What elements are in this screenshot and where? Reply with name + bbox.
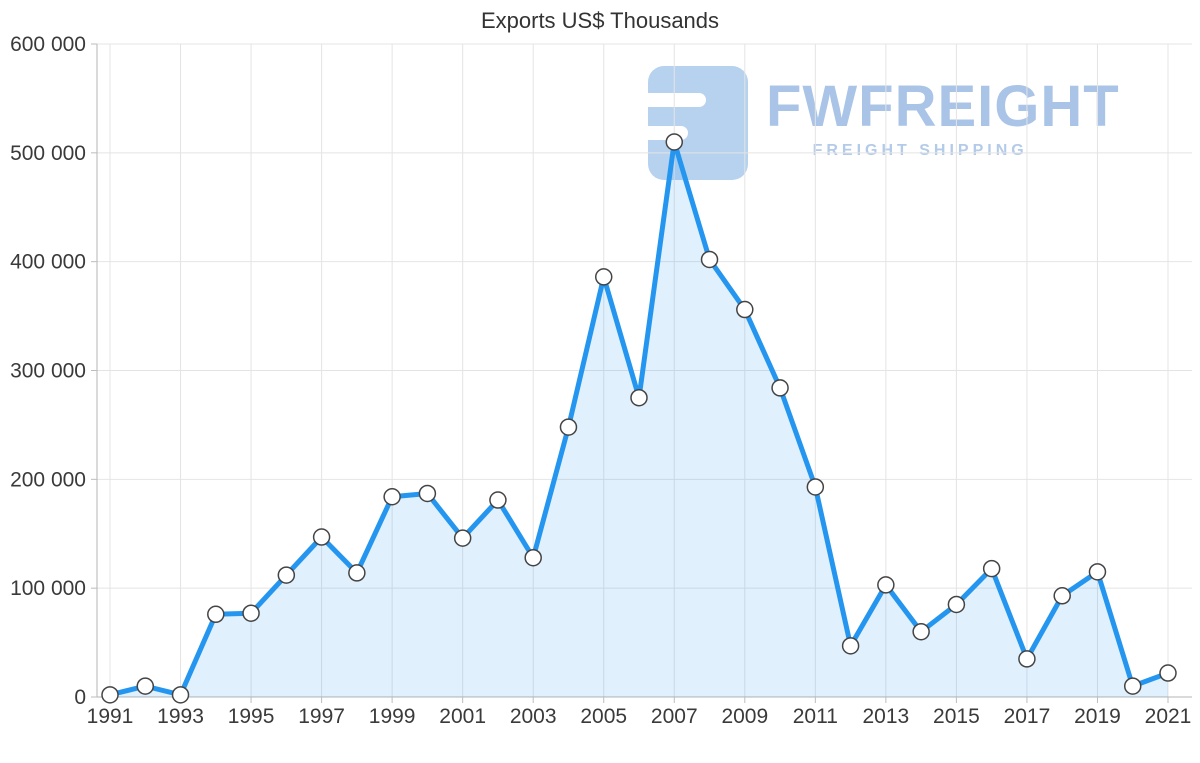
data-point[interactable] bbox=[1159, 664, 1177, 682]
y-axis-tick-label: 100 000 bbox=[10, 577, 86, 600]
data-point[interactable] bbox=[559, 418, 578, 436]
data-point[interactable] bbox=[594, 268, 613, 286]
data-point[interactable] bbox=[1053, 587, 1071, 605]
y-axis-tick-label: 300 000 bbox=[10, 360, 86, 383]
y-axis-tick-label: 400 000 bbox=[10, 251, 86, 274]
data-point[interactable] bbox=[136, 677, 155, 695]
data-point[interactable] bbox=[348, 564, 366, 582]
x-axis-tick-label: 2001 bbox=[439, 705, 486, 728]
data-point[interactable] bbox=[1088, 563, 1107, 581]
x-axis-tick-label: 2019 bbox=[1074, 705, 1121, 728]
x-axis-tick-label: 2003 bbox=[510, 705, 557, 728]
x-axis-tick-label: 2011 bbox=[793, 705, 838, 728]
data-point[interactable] bbox=[947, 595, 966, 614]
data-point[interactable] bbox=[242, 604, 260, 622]
x-axis-tick-label: 2007 bbox=[651, 705, 698, 728]
data-point[interactable] bbox=[418, 484, 437, 503]
x-axis-tick-label: 1997 bbox=[298, 705, 345, 728]
x-axis-tick-label: 1993 bbox=[157, 705, 204, 728]
data-point[interactable] bbox=[877, 576, 895, 594]
y-axis-tick-label: 500 000 bbox=[10, 142, 86, 165]
data-point[interactable] bbox=[771, 379, 789, 397]
brand-logo-icon bbox=[642, 66, 748, 180]
x-axis-tick-label: 1991 bbox=[87, 705, 134, 728]
data-point[interactable] bbox=[841, 637, 860, 655]
data-point[interactable] bbox=[1123, 677, 1142, 695]
watermark-text-block: FWFREIGHT FREIGHT SHIPPING bbox=[766, 66, 1120, 160]
y-axis-tick-label: 0 bbox=[74, 686, 86, 709]
watermark: FWFREIGHT FREIGHT SHIPPING bbox=[642, 66, 1120, 180]
x-axis-tick-label: 1995 bbox=[228, 705, 275, 728]
data-point[interactable] bbox=[207, 605, 225, 624]
y-axis-tick-label: 200 000 bbox=[10, 468, 86, 491]
watermark-brand-text: FWFREIGHT bbox=[766, 74, 1120, 139]
data-point[interactable] bbox=[912, 622, 930, 641]
data-point[interactable] bbox=[1018, 650, 1036, 668]
x-axis-tick-label: 1999 bbox=[369, 705, 416, 728]
data-point[interactable] bbox=[982, 559, 1001, 578]
data-point[interactable] bbox=[700, 250, 719, 269]
x-axis-tick-label: 2015 bbox=[933, 705, 980, 728]
data-point[interactable] bbox=[736, 300, 754, 319]
data-point[interactable] bbox=[383, 488, 401, 506]
x-axis-tick-label: 2005 bbox=[580, 705, 627, 728]
data-point[interactable] bbox=[101, 686, 119, 704]
x-axis-tick-label: 2021 bbox=[1145, 705, 1192, 728]
data-point[interactable] bbox=[171, 686, 190, 704]
x-axis-tick-label: 2013 bbox=[863, 705, 910, 728]
x-axis-tick-label: 2009 bbox=[721, 705, 768, 728]
watermark-tagline-text: FREIGHT SHIPPING bbox=[812, 142, 1028, 159]
data-point[interactable] bbox=[312, 528, 331, 546]
chart-title: Exports US$ Thousands bbox=[480, 8, 720, 33]
x-axis-tick-label: 2017 bbox=[1004, 705, 1051, 728]
data-point[interactable] bbox=[524, 548, 542, 567]
data-point[interactable] bbox=[489, 491, 507, 509]
data-point[interactable] bbox=[806, 478, 825, 496]
y-axis-tick-label: 600 000 bbox=[10, 33, 86, 56]
data-point[interactable] bbox=[453, 529, 472, 547]
data-point[interactable] bbox=[665, 133, 684, 151]
data-point[interactable] bbox=[277, 566, 296, 584]
area-fill bbox=[110, 141, 1168, 697]
data-point[interactable] bbox=[630, 388, 648, 407]
